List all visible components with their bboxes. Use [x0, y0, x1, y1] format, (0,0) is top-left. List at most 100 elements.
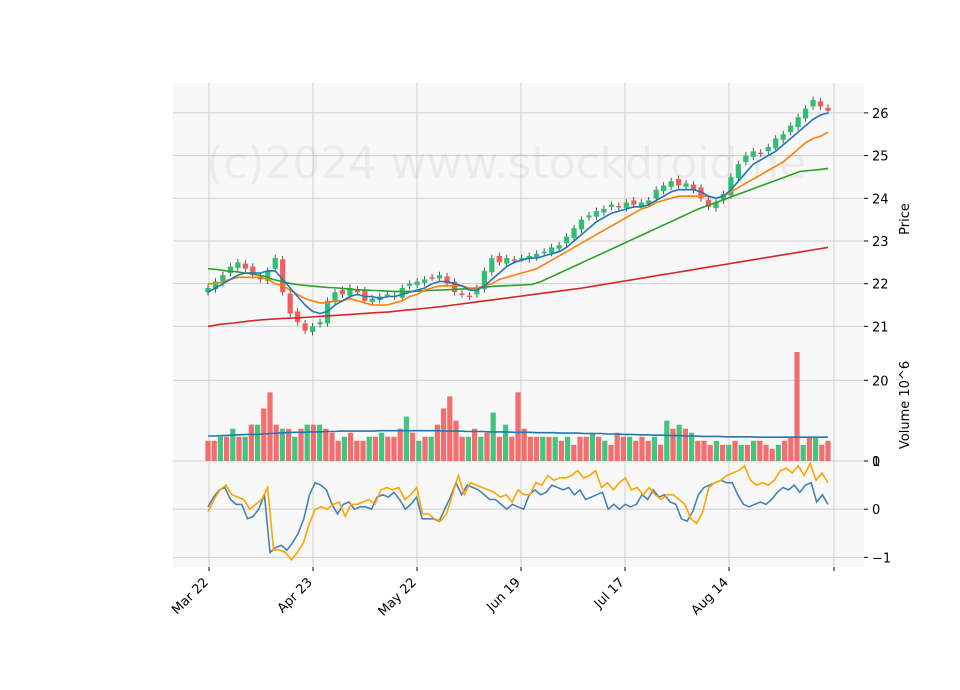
candle-body: [399, 287, 405, 298]
x-tick-label: Aug 14: [689, 575, 732, 618]
volume-bar: [211, 440, 217, 461]
price-tick-label: 23: [872, 235, 889, 250]
candle-body: [235, 262, 241, 268]
candle-body: [683, 183, 689, 187]
indicator-lines: [207, 112, 829, 562]
candle-body: [773, 138, 779, 149]
volume-bar: [763, 444, 769, 461]
volume-bar: [329, 432, 335, 461]
volume-bar: [806, 436, 813, 461]
volume-bar: [744, 444, 751, 461]
volume-bar: [540, 436, 546, 461]
candle-body: [414, 281, 420, 285]
price-tick-label: 24: [872, 192, 889, 207]
candle-body: [668, 181, 674, 187]
osc-tick-label: −1: [872, 551, 891, 566]
volume-bar: [645, 440, 651, 461]
volume-bar: [496, 436, 503, 461]
candle-body: [354, 289, 361, 293]
volume-bar: [261, 408, 267, 461]
volume-bar: [292, 436, 298, 461]
volume-axis-title: Volume 10^6: [898, 361, 913, 449]
candle-body: [556, 245, 562, 249]
candle-body: [436, 275, 443, 279]
x-tick-label: May 22: [376, 575, 420, 619]
volume-bar: [323, 428, 329, 461]
candle-body: [347, 287, 353, 296]
volume-average-line: [208, 429, 828, 439]
oscillator-line-b: [207, 461, 829, 562]
panel-bg-0: [173, 83, 864, 352]
volume-bar: [502, 424, 509, 461]
candle-body: [466, 295, 473, 298]
volume-bar: [608, 444, 614, 461]
volume-bar: [707, 444, 713, 461]
candle-body: [384, 294, 390, 296]
panel-bg-2: [173, 461, 864, 567]
volume-bar: [521, 428, 527, 461]
candle-body: [735, 164, 741, 179]
volume-bar: [416, 440, 422, 461]
volume-bar: [639, 436, 645, 461]
candle-body: [698, 187, 704, 199]
volume-bar: [701, 440, 707, 461]
volume-bar: [688, 432, 695, 461]
candle-body: [631, 200, 637, 205]
volume-tick-label: 20: [872, 374, 889, 389]
volume-bar: [397, 428, 403, 461]
volume-bar: [490, 412, 496, 461]
volume-bar: [273, 424, 279, 461]
volume-bar: [509, 436, 515, 461]
volume-bar: [360, 440, 366, 461]
candle-body: [646, 200, 652, 204]
volume-bar: [366, 436, 372, 461]
volume-bar: [453, 420, 459, 461]
candle-body: [541, 251, 547, 254]
volume-bar: [664, 420, 670, 461]
volume-bar: [602, 440, 608, 461]
volume-bar: [279, 428, 286, 461]
candle-body: [728, 176, 734, 196]
volume-bar: [254, 424, 261, 461]
candle-body: [407, 283, 413, 286]
volume-bar: [595, 436, 602, 461]
candle-body: [287, 293, 293, 314]
candle-body: [653, 189, 659, 199]
candle-body: [571, 228, 577, 238]
volume-bar: [465, 436, 472, 461]
candle-body: [302, 323, 308, 331]
volume-bar: [781, 440, 788, 461]
volume-bar: [825, 440, 831, 461]
candle-body: [705, 199, 712, 207]
candle-body: [339, 290, 346, 295]
candle-body: [743, 155, 749, 162]
candle-body: [272, 258, 278, 269]
volume-bar: [304, 424, 310, 461]
volume-bar: [242, 436, 248, 461]
volume-bar: [552, 436, 558, 461]
volume-bar: [614, 432, 620, 461]
osc-tick-label: 0: [872, 503, 880, 518]
price-tick-label: 21: [872, 320, 889, 335]
candle-body: [481, 270, 487, 290]
candle-body: [504, 258, 510, 264]
volume-bar: [620, 436, 627, 461]
volume-bar: [459, 436, 465, 461]
candle-body: [205, 287, 211, 293]
volume-bar: [341, 436, 348, 461]
candle-body: [802, 108, 809, 119]
candle-body: [601, 208, 607, 213]
volume-bar: [732, 440, 738, 461]
candle-body: [788, 125, 794, 133]
volume-bar: [223, 436, 230, 461]
volume-bar: [577, 436, 583, 461]
volume-bar: [236, 436, 242, 461]
x-tick-label: Mar 22: [169, 575, 212, 618]
volume-bar: [670, 428, 676, 461]
volume-bar: [819, 444, 825, 461]
candle-body: [780, 134, 786, 140]
candle-body: [250, 266, 256, 276]
ma-short-line: [207, 112, 829, 315]
volume-bar: [354, 440, 360, 461]
